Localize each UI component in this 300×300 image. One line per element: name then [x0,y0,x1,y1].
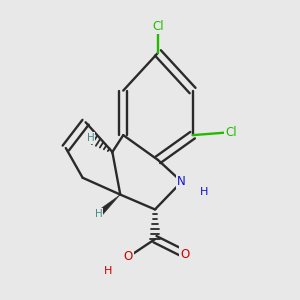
Text: H: H [94,209,102,219]
Text: O: O [180,248,189,260]
Text: N: N [177,175,186,188]
Text: H: H [87,133,94,143]
Text: Cl: Cl [152,20,164,33]
Text: H: H [200,187,209,196]
Text: Cl: Cl [225,126,237,139]
Text: O: O [124,250,133,263]
Text: H: H [104,266,112,276]
Polygon shape [96,195,120,217]
